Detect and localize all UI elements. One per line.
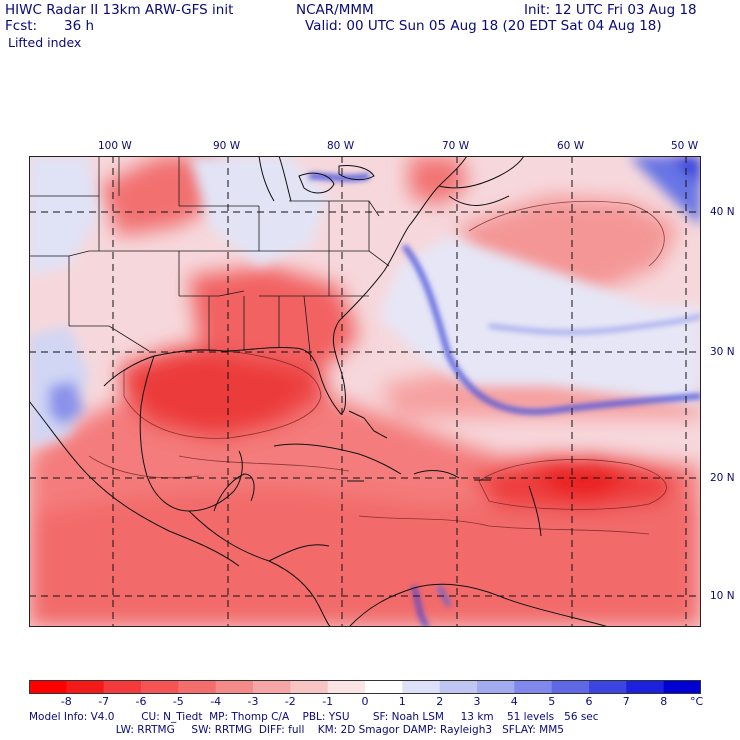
colorbar-tick-label: 2 — [436, 695, 444, 708]
lon-label-90w: 90 W — [213, 140, 241, 152]
lon-label-100w: 100 W — [98, 140, 132, 152]
colorbar-tick-label: -4 — [210, 695, 222, 708]
colorbar-swatch — [141, 680, 179, 694]
model-info-line-1: Model Info: V4.0 CU: N_Tiedt MP: Thomp C… — [29, 711, 599, 723]
colorbar-tick-label: -5 — [172, 695, 184, 708]
model-info-line-2: LW: RRTMG SW: RRTMG DIFF: full KM: 2D Sm… — [29, 724, 564, 736]
lat-label-20n: 20 N — [710, 472, 735, 484]
colorbar-swatch — [626, 680, 665, 694]
colorbar-frame — [29, 680, 701, 694]
colorbar-swatch — [365, 680, 403, 694]
lat-lon-grid — [29, 156, 701, 627]
colorbar-swatch — [215, 680, 254, 694]
forecast-hour: 36 h — [64, 18, 95, 34]
colorbar-swatch — [253, 680, 291, 694]
colorbar-tick-label: -6 — [135, 695, 147, 708]
colorbar-tick-label: 5 — [548, 695, 556, 708]
colorbar — [29, 680, 701, 694]
unstable-field-shading — [29, 156, 701, 627]
colorbar-swatch — [551, 680, 590, 694]
field-name: Lifted index — [8, 35, 82, 50]
colorbar-swatch — [439, 680, 478, 694]
coastlines — [29, 156, 610, 627]
state-borders — [29, 156, 390, 362]
init-time: Init: 12 UTC Fri 03 Aug 18 — [524, 2, 697, 18]
colorbar-tick-label: -8 — [60, 695, 72, 708]
colorbar-swatch — [66, 680, 105, 694]
colorbar-swatch — [663, 680, 701, 694]
model-title: HIWC Radar II 13km ARW-GFS init — [5, 2, 234, 18]
colorbar-tick-label: 0 — [361, 695, 369, 708]
colorbar-tick-label: -7 — [98, 695, 110, 708]
forecast-label: Fcst: — [5, 18, 38, 34]
colorbar-tick-label: -3 — [247, 695, 259, 708]
colorbar-tick-label: 4 — [510, 695, 518, 708]
colorbar-tick-label: 7 — [622, 695, 630, 708]
contour-lines — [88, 200, 667, 535]
colorbar-tick-label: -1 — [322, 695, 334, 708]
map-frame — [29, 156, 701, 627]
lifted-index-map — [29, 156, 701, 627]
colorbar-swatch — [402, 680, 441, 694]
colorbar-swatch — [103, 680, 142, 694]
colorbar-swatch — [29, 680, 67, 694]
colorbar-swatch — [178, 680, 217, 694]
colorbar-swatch — [477, 680, 515, 694]
lat-label-10n: 10 N — [710, 590, 735, 602]
lat-label-40n: 40 N — [710, 206, 735, 218]
colorbar-tick-label: -2 — [284, 695, 296, 708]
colorbar-tick-label: 6 — [585, 695, 593, 708]
lat-label-30n: 30 N — [710, 346, 735, 358]
colorbar-tick-label: 8 — [660, 695, 668, 708]
colorbar-tick-label: 3 — [473, 695, 481, 708]
colorbar-tick-label: 1 — [398, 695, 406, 708]
colorbar-swatch — [589, 680, 627, 694]
colorbar-swatch — [514, 680, 553, 694]
colorbar-swatch — [327, 680, 366, 694]
valid-time: Valid: 00 UTC Sun 05 Aug 18 (20 EDT Sat … — [305, 18, 662, 34]
lon-label-60w: 60 W — [557, 140, 585, 152]
lon-label-80w: 80 W — [327, 140, 355, 152]
stable-band — [308, 173, 701, 627]
lon-label-50w: 50 W — [671, 140, 699, 152]
org-label: NCAR/MMM — [296, 2, 374, 18]
colorbar-unit: °C — [690, 695, 704, 708]
colorbar-swatch — [290, 680, 329, 694]
lon-label-70w: 70 W — [442, 140, 470, 152]
